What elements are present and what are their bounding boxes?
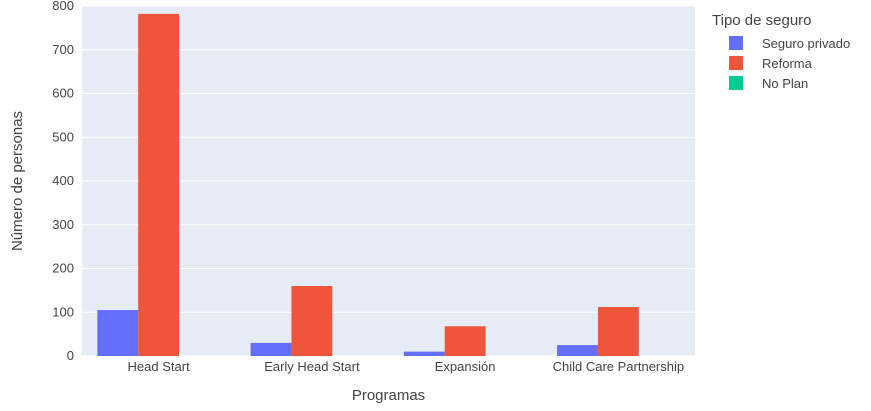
legend-label[interactable]: Seguro privado <box>762 36 850 51</box>
legend-swatch[interactable] <box>729 56 743 70</box>
bar[interactable] <box>138 14 179 356</box>
y-tick-label: 200 <box>52 261 74 276</box>
bar[interactable] <box>251 343 292 356</box>
bar[interactable] <box>97 310 138 356</box>
legend-label[interactable]: Reforma <box>762 56 813 71</box>
legend-title: Tipo de seguro <box>712 12 812 29</box>
x-tick-label: Child Care Partnership <box>553 359 685 374</box>
y-tick-label: 0 <box>67 348 74 363</box>
legend-label[interactable]: No Plan <box>762 76 808 91</box>
bar[interactable] <box>598 307 639 356</box>
x-axis: Head Start Early Head Start Expansión Child… <box>128 359 685 374</box>
y-tick-label: 600 <box>52 86 74 101</box>
y-axis-title: Número de personas <box>9 111 26 251</box>
x-tick-label: Head Start <box>128 359 191 374</box>
legend-swatch[interactable] <box>729 36 743 50</box>
bar[interactable] <box>291 286 332 356</box>
y-axis: 0 100 200 300 400 500 600 700 800 <box>52 0 74 363</box>
y-tick-label: 500 <box>52 129 74 144</box>
bar[interactable] <box>404 352 445 356</box>
x-tick-label: Early Head Start <box>264 359 360 374</box>
y-tick-label: 700 <box>52 42 74 57</box>
x-axis-title: Programas <box>352 387 425 404</box>
bar[interactable] <box>557 345 598 356</box>
y-tick-label: 400 <box>52 173 74 188</box>
y-tick-label: 100 <box>52 304 74 319</box>
y-tick-label: 800 <box>52 0 74 13</box>
bar[interactable] <box>445 326 486 356</box>
x-tick-label: Expansión <box>435 359 496 374</box>
y-tick-label: 300 <box>52 217 74 232</box>
legend: Tipo de seguro Seguro privado Reforma No P… <box>712 12 850 91</box>
legend-swatch[interactable] <box>729 76 743 90</box>
